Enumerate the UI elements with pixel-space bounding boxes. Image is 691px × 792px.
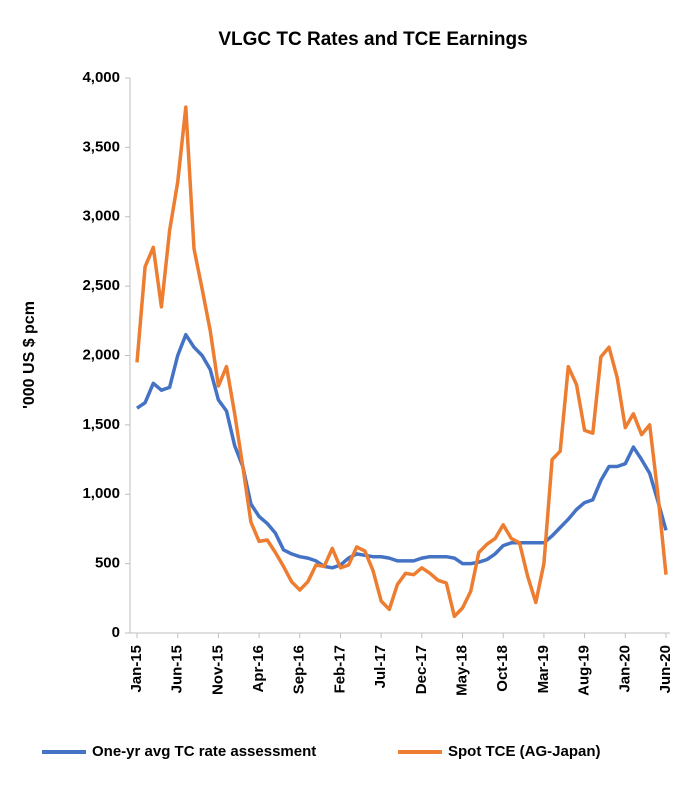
x-tick-label: Apr-16 [250, 645, 267, 693]
x-tick-label: Mar-19 [535, 645, 552, 693]
x-tick-label: Oct-18 [494, 645, 511, 692]
series-line [135, 105, 668, 619]
x-tick-label: May-18 [454, 645, 471, 696]
x-tick-label: Jan-15 [128, 645, 145, 693]
x-tick-label: Jun-20 [657, 645, 674, 693]
y-tick-label: 1,500 [82, 416, 120, 433]
x-tick-label: Jul-17 [372, 645, 389, 688]
x-tick-label: Nov-15 [209, 645, 226, 695]
x-tick-label: Aug-19 [576, 645, 593, 696]
legend-label: Spot TCE (AG-Japan) [448, 743, 601, 760]
y-tick-label: 1,000 [82, 485, 120, 502]
x-tick-label: Feb-17 [331, 645, 348, 693]
x-tick-label: Sep-16 [291, 645, 308, 694]
chart-title: VLGC TC Rates and TCE Earnings [218, 29, 527, 50]
y-tick-label: 500 [95, 555, 120, 572]
y-tick-label: 3,000 [82, 208, 120, 225]
y-axis-label: '000 US $ pcm [21, 301, 38, 409]
y-tick-label: 2,500 [82, 277, 120, 294]
y-tick-label: 0 [112, 624, 120, 641]
x-tick-label: Jun-15 [169, 645, 186, 693]
y-tick-label: 2,000 [82, 346, 120, 363]
y-tick-label: 4,000 [82, 69, 120, 86]
series-line [136, 332, 668, 570]
x-tick-label: Jan-20 [616, 645, 633, 693]
x-tick-label: Dec-17 [413, 645, 430, 694]
legend-label: One-yr avg TC rate assessment [92, 743, 316, 760]
y-tick-label: 3,500 [82, 138, 120, 155]
